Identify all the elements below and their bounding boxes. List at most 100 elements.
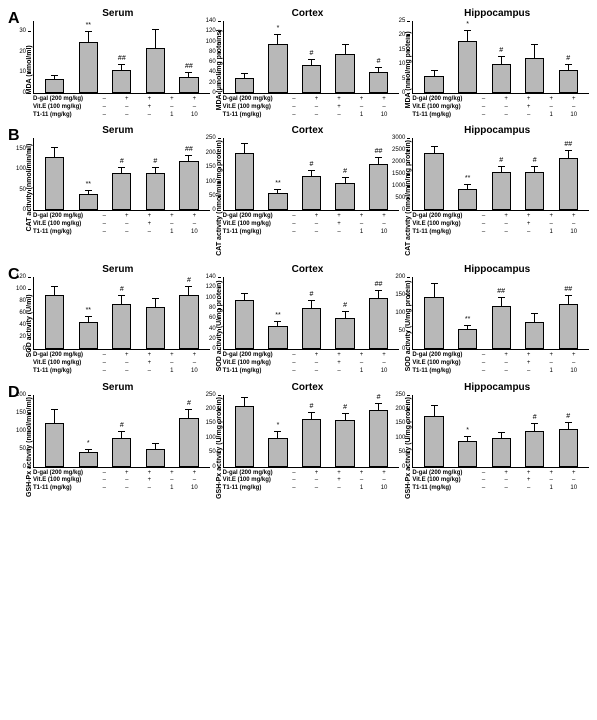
bar-group: # (298, 50, 325, 93)
treatment-label: D-gal (200 mg/kg) (33, 470, 89, 478)
treatment-value: + (565, 213, 583, 221)
treatment-value: + (520, 221, 538, 229)
treatment-value: + (565, 470, 583, 478)
bar-plot: 050100150200250*## (412, 395, 589, 468)
bar-plot: 050100150200**#### (412, 277, 589, 350)
treatment-label: T1-11 (mg/kg) (33, 112, 89, 120)
treatment-value: + (140, 104, 158, 112)
treatment-label: Vit.E (100 mg/kg) (223, 360, 279, 368)
significance-label: ** (86, 307, 91, 315)
chart-panel: SerumMDA (nmol/ml)0102030**####D-gal (20… (26, 8, 210, 119)
error-bar (568, 295, 569, 304)
treatment-value: – (307, 485, 325, 493)
bar-group: * (454, 21, 481, 93)
treatment-value: – (475, 96, 493, 104)
error-bar (244, 293, 245, 301)
bar-group: ** (454, 175, 481, 210)
bar (335, 183, 354, 210)
treatment-value: – (118, 485, 136, 493)
error-bar (244, 73, 245, 77)
chart-panel: CortexGSH-Px activity (U/mg protein)0501… (216, 382, 400, 501)
error-bar (501, 432, 502, 438)
bar (525, 431, 544, 467)
treatment-value: + (163, 352, 181, 360)
bar-group: ## (175, 63, 202, 93)
treatment-value: – (375, 360, 393, 368)
significance-label: ** (86, 181, 91, 189)
treatment-value: 10 (565, 368, 583, 376)
treatment-table: D-gal (200 mg/kg)–++++Vit.E (100 mg/kg)–… (223, 96, 400, 119)
treatment-value: – (95, 485, 113, 493)
bar-group: ## (488, 288, 515, 349)
treatment-value: 1 (353, 112, 371, 120)
treatment-value: 10 (565, 229, 583, 237)
bar-group (521, 304, 548, 349)
error-bar (188, 409, 189, 418)
treatment-value: – (163, 221, 181, 229)
treatment-value: 10 (185, 485, 203, 493)
bar-group: ## (365, 148, 392, 210)
treatment-value: – (520, 485, 538, 493)
bar-plot: 020406080100120140**#### (223, 277, 400, 350)
error-bar (88, 31, 89, 41)
error-bar (88, 190, 89, 194)
bar-group: # (365, 58, 392, 93)
treatment-value: – (95, 221, 113, 229)
significance-label: # (120, 158, 124, 166)
treatment-label: D-gal (200 mg/kg) (412, 213, 468, 221)
treatment-value: 1 (163, 229, 181, 237)
treatment-value: – (118, 112, 136, 120)
error-bar (501, 166, 502, 172)
treatment-value: + (140, 352, 158, 360)
treatment-table: D-gal (200 mg/kg)–++++Vit.E (100 mg/kg)–… (33, 352, 210, 375)
bar (302, 308, 321, 349)
treatment-value: – (185, 477, 203, 485)
treatment-value: – (118, 221, 136, 229)
bar-group: ## (108, 55, 135, 93)
bar (525, 58, 544, 93)
treatment-label: Vit.E (100 mg/kg) (223, 104, 279, 112)
treatment-value: + (353, 213, 371, 221)
bar (179, 295, 198, 349)
treatment-value: + (520, 470, 538, 478)
bar (268, 44, 287, 93)
bar (146, 48, 165, 93)
bar-group: ** (265, 180, 292, 211)
treatment-value: + (497, 352, 515, 360)
treatment-value: + (118, 352, 136, 360)
panel-title: Hippocampus (464, 8, 530, 19)
bar-group (488, 423, 515, 467)
treatment-value: 10 (375, 485, 393, 493)
bar-group (332, 35, 359, 93)
treatment-value: – (307, 112, 325, 120)
bar-group: # (488, 47, 515, 93)
treatment-value: – (330, 485, 348, 493)
treatment-value: – (118, 229, 136, 237)
significance-label: ## (185, 146, 193, 154)
y-axis-label: CAT activity (nmol/min/mg protein) (216, 138, 223, 258)
bar-group: # (108, 422, 135, 467)
treatment-value: + (542, 470, 560, 478)
treatment-value: – (475, 477, 493, 485)
bar-group: # (332, 404, 359, 466)
treatment-value: – (285, 352, 303, 360)
bar-group: ** (454, 316, 481, 349)
significance-label: ** (465, 175, 470, 183)
treatment-value: + (375, 213, 393, 221)
bar-plot: 0102030**#### (33, 21, 210, 94)
bar (112, 438, 131, 467)
y-axis-label: SOD activity (U/mg protein) (405, 277, 412, 375)
treatment-value: – (163, 477, 181, 485)
treatment-value: + (497, 213, 515, 221)
treatment-label: Vit.E (100 mg/kg) (33, 477, 89, 485)
treatment-value: 1 (163, 485, 181, 493)
treatment-value: + (307, 352, 325, 360)
error-bar (434, 283, 435, 297)
error-bar (155, 298, 156, 307)
treatment-value: – (542, 360, 560, 368)
bar (45, 157, 64, 210)
treatment-value: + (497, 96, 515, 104)
treatment-label: D-gal (200 mg/kg) (412, 96, 468, 104)
error-bar (121, 167, 122, 173)
treatment-label: T1-11 (mg/kg) (33, 485, 89, 493)
